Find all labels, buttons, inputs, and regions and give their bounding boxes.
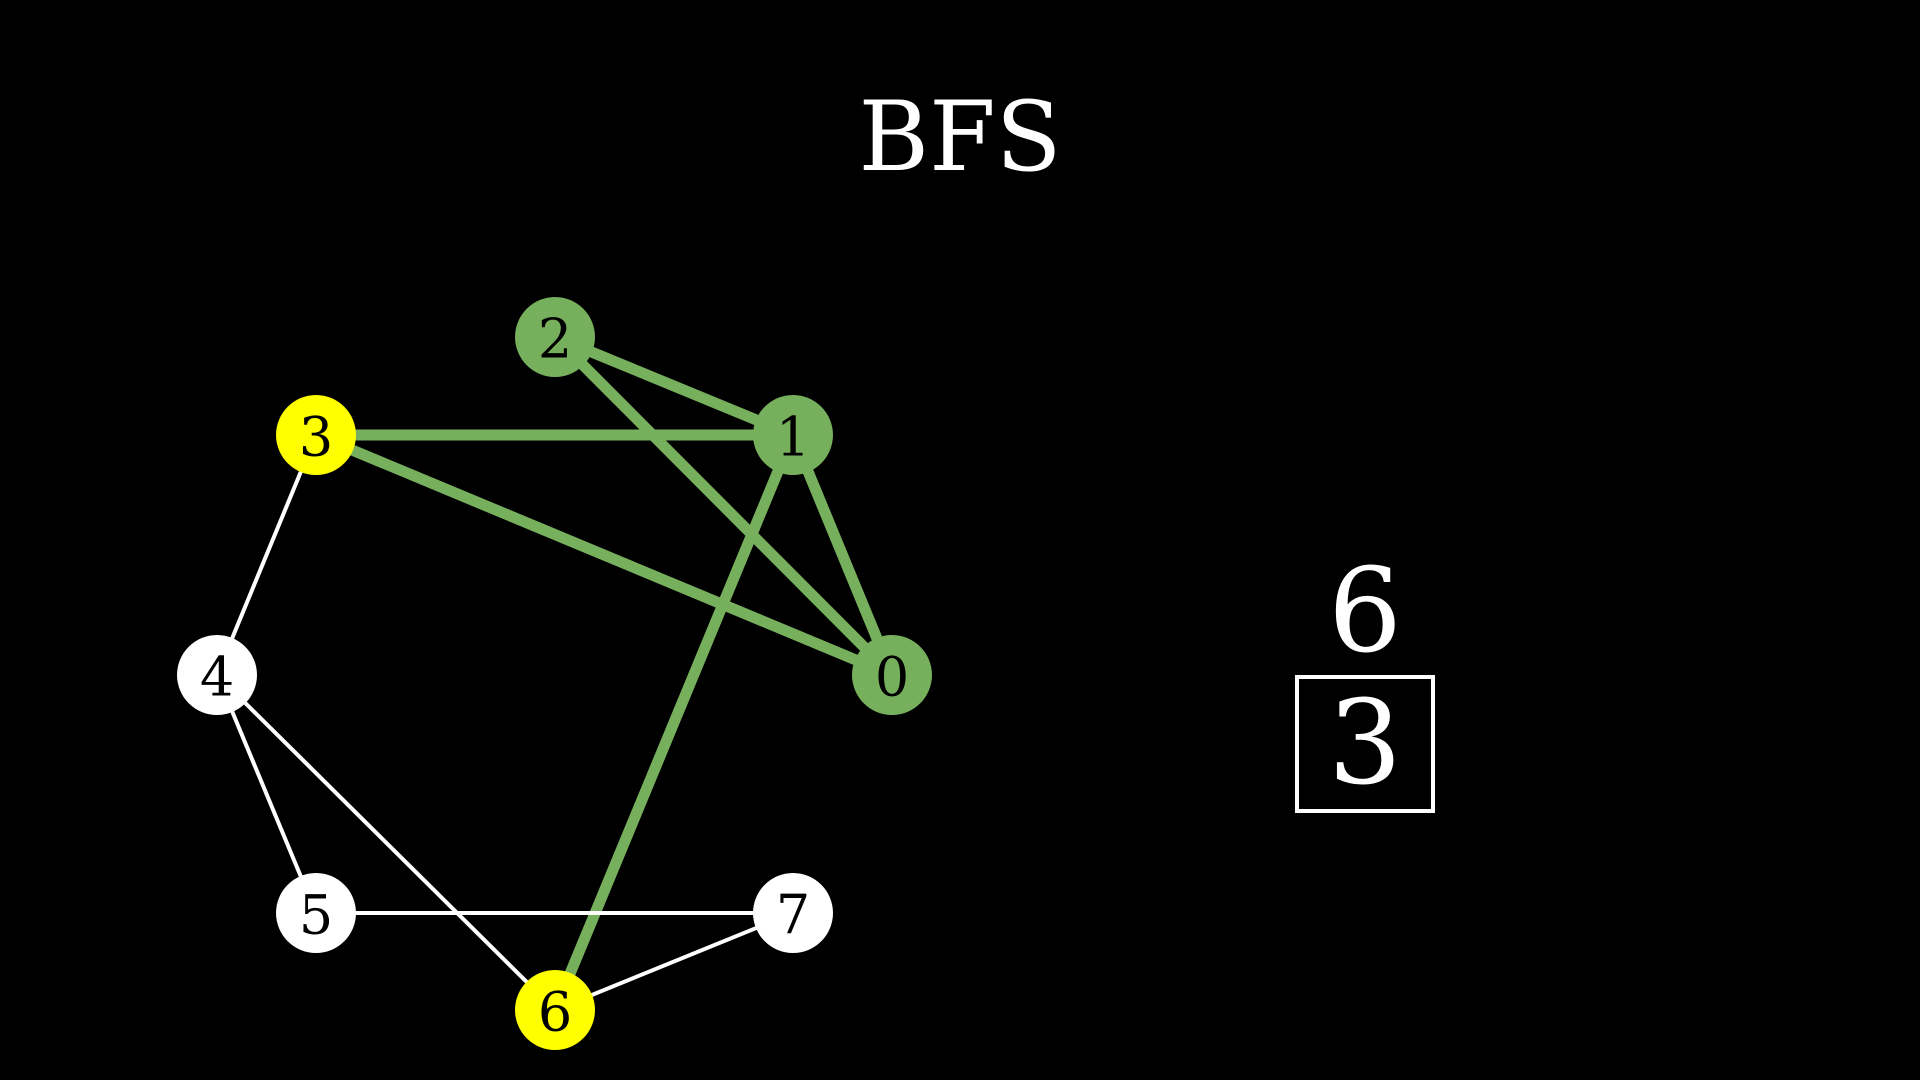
- node-7: 7: [753, 873, 833, 953]
- edge-3-0: [310, 429, 898, 681]
- node-label: 5: [299, 884, 333, 947]
- node-circle: [753, 395, 833, 475]
- edge-1-0: [787, 429, 898, 681]
- node-2: 2: [515, 297, 595, 377]
- node-circle: [515, 970, 595, 1050]
- queue-incoming-node: 6: [1328, 544, 1402, 679]
- queue-item: 3: [1295, 675, 1435, 813]
- node-3: 3: [276, 395, 356, 475]
- node-4: 4: [177, 635, 257, 715]
- edge-6-7: [553, 911, 795, 1012]
- bfs-queue: 3: [1295, 675, 1435, 813]
- edge-3-4: [215, 433, 318, 677]
- page-title: BFS: [858, 81, 1062, 193]
- node-circle: [177, 635, 257, 715]
- node-circle: [276, 873, 356, 953]
- edges-layer: [215, 331, 898, 1016]
- node-0: 0: [852, 635, 932, 715]
- node-label: 3: [299, 406, 333, 469]
- node-label: 2: [538, 308, 572, 371]
- node-label: 0: [875, 646, 909, 709]
- nodes-layer: 0 1 2 3 4 5 6 7: [177, 297, 932, 1050]
- edge-2-0: [549, 331, 898, 681]
- node-circle: [276, 395, 356, 475]
- node-circle: [515, 297, 595, 377]
- node-circle: [852, 635, 932, 715]
- node-label: 1: [776, 406, 810, 469]
- node-6: 6: [515, 970, 595, 1050]
- node-label: 4: [200, 646, 234, 709]
- edge-4-6: [215, 673, 557, 1012]
- node-1: 1: [753, 395, 833, 475]
- edge-4-5: [215, 673, 318, 915]
- node-label: 7: [776, 884, 810, 947]
- node-label: 6: [538, 981, 572, 1044]
- node-5: 5: [276, 873, 356, 953]
- node-circle: [753, 873, 833, 953]
- edge-2-1: [549, 331, 799, 441]
